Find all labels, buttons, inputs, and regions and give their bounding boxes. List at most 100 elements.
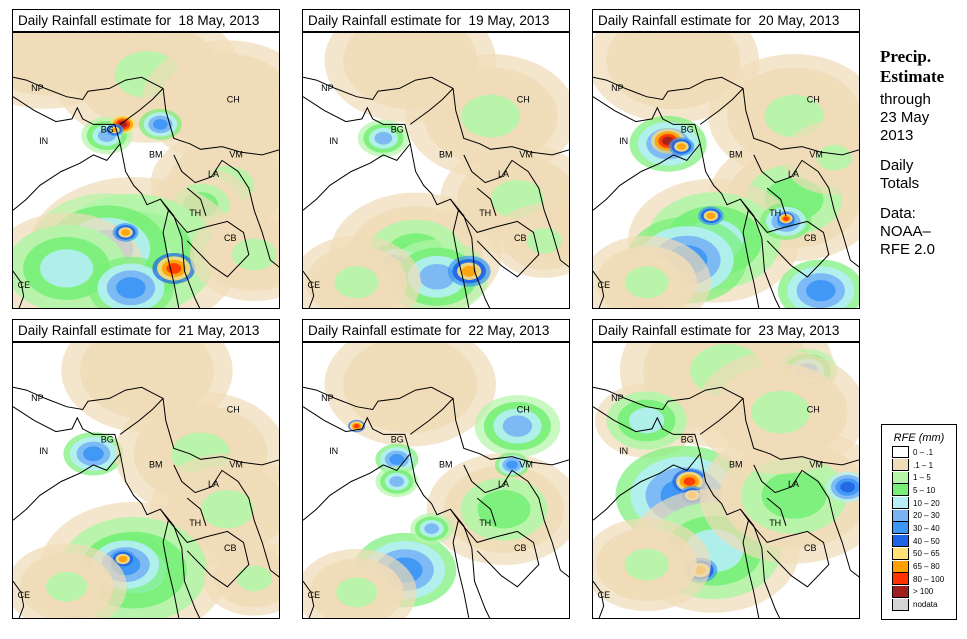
country-border xyxy=(303,580,315,618)
country-border xyxy=(13,76,279,156)
rain-cell xyxy=(840,481,855,493)
country-border xyxy=(13,96,121,211)
legend-swatch xyxy=(892,446,909,459)
legend-label: 50 – 65 xyxy=(913,549,940,559)
country-label: VM xyxy=(809,460,823,470)
legend-swatch xyxy=(892,459,909,472)
legend-swatch xyxy=(892,560,909,573)
caption-data-line3: RFE 2.0 xyxy=(880,241,936,258)
country-label: BM xyxy=(729,460,743,470)
legend-label: 1 – 5 xyxy=(913,473,931,483)
country-label: CE xyxy=(18,280,31,290)
legend-label: 30 – 40 xyxy=(913,523,940,533)
legend-item: nodata xyxy=(892,598,956,611)
country-label: CE xyxy=(308,590,321,600)
country-border xyxy=(303,386,569,466)
country-border xyxy=(303,270,315,308)
map-canvas: NP CH BG IN BM VM LA TH CB CE xyxy=(13,343,279,618)
country-label: TH xyxy=(479,208,491,218)
country-border xyxy=(753,464,859,578)
rain-cell xyxy=(121,229,130,236)
rainfall-map: NP CH BG IN BM VM LA TH CB CE xyxy=(302,32,570,309)
country-label: BM xyxy=(149,150,163,160)
rain-cell xyxy=(461,94,521,138)
country-border xyxy=(593,406,701,521)
country-label: LA xyxy=(788,479,799,489)
country-border xyxy=(450,198,491,308)
rain-cell xyxy=(118,555,128,563)
country-label: VM xyxy=(809,150,823,160)
legend-item: 5 – 10 xyxy=(892,484,956,497)
caption-date-line1: 23 May xyxy=(880,109,930,126)
legend-swatch xyxy=(892,497,909,510)
country-label: IN xyxy=(619,446,628,456)
rainfall-map: NP CH BG IN BM VM LA TH CB CE xyxy=(302,342,570,619)
panel-title: Daily Rainfall estimate for 20 May, 2013 xyxy=(592,9,860,32)
country-border xyxy=(476,497,497,526)
country-label: CB xyxy=(514,233,527,243)
rain-cell xyxy=(117,349,177,393)
country-border xyxy=(303,76,569,156)
rain-cell xyxy=(628,407,665,434)
country-label: CB xyxy=(804,543,817,553)
legend-item: .1 – 1 xyxy=(892,459,956,472)
country-border xyxy=(186,187,207,216)
caption-title-line1: Precip. xyxy=(880,47,932,66)
country-label: CB xyxy=(514,543,527,553)
legend-label: nodata xyxy=(913,600,938,610)
rain-field xyxy=(303,343,569,618)
caption-data-line2: NOAA– xyxy=(880,223,931,240)
rain-cell xyxy=(200,490,254,529)
country-border xyxy=(753,154,859,268)
country-border xyxy=(13,386,279,466)
map-canvas: NP CH BG IN BM VM LA TH CB CE xyxy=(303,343,569,618)
panel-title: Daily Rainfall estimate for 21 May, 2013 xyxy=(12,319,280,342)
country-label: BG xyxy=(101,125,114,135)
rain-cell xyxy=(389,454,405,465)
country-label: BG xyxy=(681,125,694,135)
country-label: BM xyxy=(439,150,453,160)
country-border xyxy=(463,154,569,268)
legend-label: 20 – 30 xyxy=(913,511,940,521)
country-label: IN xyxy=(329,446,338,456)
country-border xyxy=(450,508,491,618)
panel-title: Daily Rainfall estimate for 19 May, 2013 xyxy=(302,9,570,32)
rain-cell xyxy=(751,390,811,434)
country-border xyxy=(173,464,279,578)
country-label: CB xyxy=(804,233,817,243)
country-label: CH xyxy=(227,404,240,414)
country-label: NP xyxy=(611,393,624,403)
panel-title: Daily Rainfall estimate for 23 May, 2013 xyxy=(592,319,860,342)
rain-cell xyxy=(232,238,277,271)
legend-item: 0 – .1 xyxy=(892,446,956,459)
rain-field xyxy=(593,33,859,308)
rain-cell xyxy=(236,565,272,592)
country-label: VM xyxy=(519,460,533,470)
country-label: LA xyxy=(498,169,509,179)
rain-cell xyxy=(643,39,703,83)
legend-item: 50 – 65 xyxy=(892,547,956,561)
country-border xyxy=(186,497,207,526)
country-label: BM xyxy=(149,460,163,470)
legend-title: RFE (mm) xyxy=(893,432,945,444)
rain-field xyxy=(593,343,859,613)
legend-item: 80 – 100 xyxy=(892,573,956,586)
legend-swatch xyxy=(892,535,909,548)
country-label: CB xyxy=(224,543,237,553)
legend-item: 40 – 50 xyxy=(892,535,956,548)
rain-cell xyxy=(153,119,168,130)
country-border xyxy=(748,209,830,278)
rain-cell xyxy=(461,265,477,277)
country-label: CE xyxy=(598,280,611,290)
country-label: NP xyxy=(321,393,334,403)
country-label: LA xyxy=(788,169,799,179)
caption-data-line1: Data: xyxy=(880,205,916,222)
legend-swatch xyxy=(892,573,909,586)
country-label: TH xyxy=(479,518,491,528)
country-border xyxy=(593,386,859,466)
country-border xyxy=(740,508,781,618)
country-label: CH xyxy=(517,94,530,104)
country-label: BG xyxy=(101,435,114,445)
rain-cell xyxy=(380,39,440,83)
rainfall-map: NP CH BG IN BM VM LA TH CB CE xyxy=(592,32,860,309)
